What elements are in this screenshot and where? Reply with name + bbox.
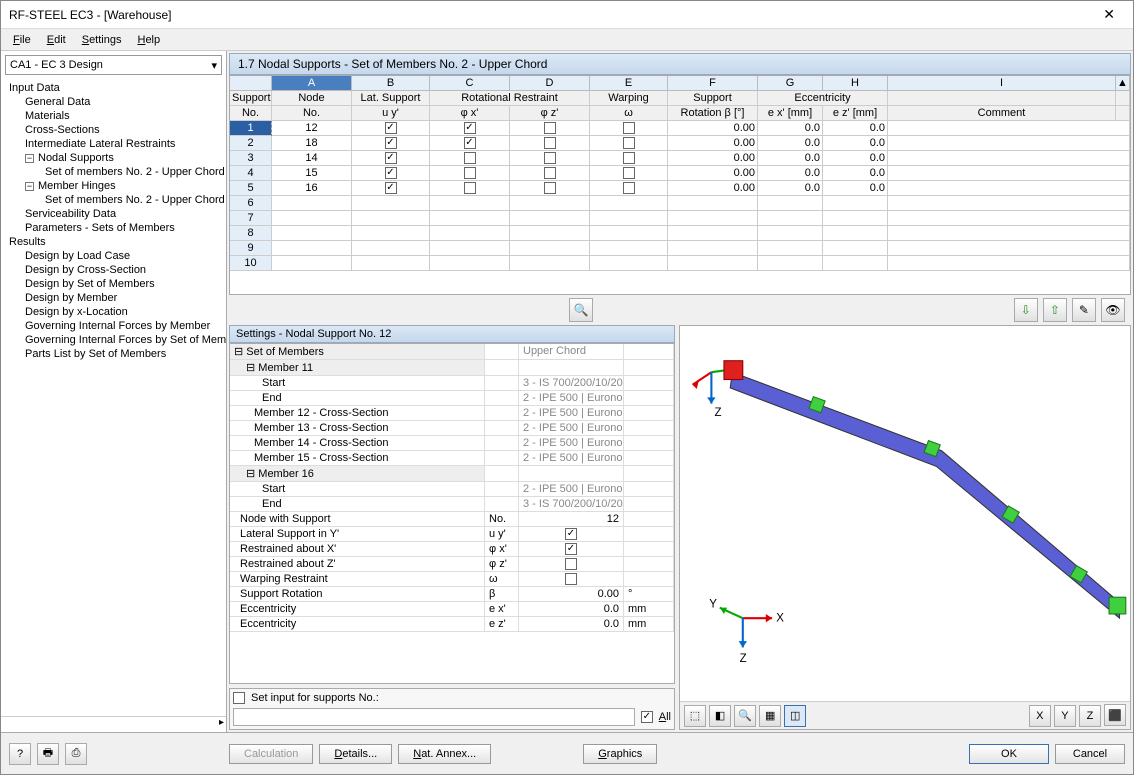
tree-item[interactable]: Cross-Sections (1, 123, 226, 137)
axis-z-icon[interactable]: Z (1079, 705, 1101, 727)
pick-icon[interactable]: 🔍 (569, 298, 593, 322)
tree-results[interactable]: Results (1, 235, 226, 249)
menu-settings[interactable]: Settings (74, 32, 130, 48)
viewer-canvas[interactable]: Z X Y (680, 326, 1130, 701)
iso-icon[interactable]: ⬛ (1104, 704, 1126, 726)
print-icon[interactable]: 🖶 (37, 743, 59, 765)
help-icon[interactable]: ? (9, 743, 31, 765)
titlebar: RF-STEEL EC3 - [Warehouse] ✕ (1, 1, 1133, 29)
settings-title: Settings - Nodal Support No. 12 (229, 325, 675, 343)
axis-y-icon[interactable]: Y (1054, 705, 1076, 727)
close-icon[interactable]: ✕ (1093, 6, 1125, 23)
grid-header-2: No.No.u y'φ x'φ z'ωRotation β [°]e x' [m… (230, 106, 1130, 121)
set-input-panel: Set input for supports No.: All (229, 688, 675, 730)
details-button[interactable]: Details... (319, 744, 392, 764)
nav-tree[interactable]: Input Data General Data Materials Cross-… (1, 79, 226, 716)
table-row[interactable]: 9 (230, 241, 1130, 256)
all-checkbox[interactable] (641, 711, 653, 723)
menu-edit[interactable]: Edit (39, 32, 74, 48)
table-row[interactable]: 2180.000.00.0 (230, 136, 1130, 151)
tree-nodal-supports[interactable]: −Nodal Supports (1, 151, 226, 165)
bottom-bar: ? 🖶 ⎙ Calculation Details... Nat. Annex.… (1, 732, 1133, 774)
property-grid[interactable]: ⊟ Set of MembersUpper Chord ⊟ Member 11 … (229, 343, 675, 684)
view-icon[interactable]: ▦ (759, 705, 781, 727)
filter-icon[interactable]: ✎ (1072, 298, 1096, 322)
tree-item[interactable]: Intermediate Lateral Restraints (1, 137, 226, 151)
graphics-button[interactable]: Graphics (583, 744, 657, 764)
table-row[interactable]: 5160.000.00.0 (230, 181, 1130, 196)
section-header: 1.7 Nodal Supports - Set of Members No. … (229, 53, 1131, 75)
axis-x-icon[interactable]: X (1029, 705, 1051, 727)
settings-panel: Settings - Nodal Support No. 12 ⊟ Set of… (229, 325, 675, 730)
viewer-panel: Z X Y (679, 325, 1131, 730)
grid-col-letters: ABCDEFGHI▲ (230, 76, 1130, 91)
tree-item[interactable]: Design by Cross-Section (1, 263, 226, 277)
table-row[interactable]: 8 (230, 226, 1130, 241)
case-combo[interactable]: CA1 - EC 3 Design ▾ (5, 55, 222, 75)
tree-item[interactable]: Governing Internal Forces by Set of Memb… (1, 333, 226, 347)
tree-item[interactable]: Parameters - Sets of Members (1, 221, 226, 235)
tree-item[interactable]: Design by Load Case (1, 249, 226, 263)
chevron-down-icon: ▾ (211, 59, 217, 72)
svg-text:Y: Y (709, 599, 717, 611)
export-icon[interactable]: ⎙ (65, 743, 87, 765)
set-input-checkbox[interactable] (233, 692, 245, 704)
tree-input-data[interactable]: Input Data (1, 81, 226, 95)
table-row[interactable]: 6 (230, 196, 1130, 211)
case-combo-value: CA1 - EC 3 Design (10, 59, 103, 71)
menu-help[interactable]: Help (129, 32, 168, 48)
tree-hinges-child[interactable]: Set of members No. 2 - Upper Chord (1, 193, 226, 207)
tree-item[interactable]: Design by Member (1, 291, 226, 305)
viewer-toolbar: ⬚ ◧ 🔍 ▦ ◫ X Y Z ⬛ (680, 701, 1130, 729)
excel-export-icon[interactable]: ⇩ (1014, 298, 1038, 322)
tree-item[interactable]: Serviceability Data (1, 207, 226, 221)
tree-item[interactable]: Design by x-Location (1, 305, 226, 319)
tree-item[interactable]: Parts List by Set of Members (1, 347, 226, 361)
table-row[interactable]: 1120.000.00.0 (230, 121, 1130, 136)
grid-toolbar: 🔍 ⇩ ⇧ ✎ 👁 (229, 297, 1131, 323)
excel-import-icon[interactable]: ⇧ (1043, 298, 1067, 322)
grid-header-1: SupportNodeLat. SupportRotational Restra… (230, 91, 1130, 106)
all-label: All (659, 711, 671, 723)
window-title: RF-STEEL EC3 - [Warehouse] (9, 8, 1093, 22)
svg-text:Z: Z (740, 653, 747, 665)
ok-button[interactable]: OK (969, 744, 1049, 764)
supports-grid[interactable]: ABCDEFGHI▲ SupportNodeLat. SupportRotati… (229, 75, 1131, 295)
tree-item[interactable]: Design by Set of Members (1, 277, 226, 291)
left-pane: CA1 - EC 3 Design ▾ Input Data General D… (1, 51, 227, 732)
set-input-field[interactable] (233, 708, 635, 726)
table-row[interactable]: 4150.000.00.0 (230, 166, 1130, 181)
tree-nodal-child[interactable]: Set of members No. 2 - Upper Chord (1, 165, 226, 179)
view-icon[interactable]: ◫ (784, 705, 806, 727)
table-row[interactable]: 10 (230, 256, 1130, 271)
right-pane: 1.7 Nodal Supports - Set of Members No. … (227, 51, 1133, 732)
tree-member-hinges[interactable]: −Member Hinges (1, 179, 226, 193)
svg-text:Z: Z (715, 407, 722, 419)
set-input-label: Set input for supports No.: (251, 692, 379, 704)
calculation-button[interactable]: Calculation (229, 744, 313, 764)
table-row[interactable]: 7 (230, 211, 1130, 226)
tree-item[interactable]: Governing Internal Forces by Member (1, 319, 226, 333)
menubar: File Edit Settings Help (1, 29, 1133, 51)
view-icon[interactable]: 👁 (1101, 298, 1125, 322)
svg-text:X: X (776, 612, 784, 624)
cancel-button[interactable]: Cancel (1055, 744, 1125, 764)
nat-annex-button[interactable]: Nat. Annex... (398, 744, 491, 764)
table-row[interactable]: 3140.000.00.0 (230, 151, 1130, 166)
tree-item[interactable]: General Data (1, 95, 226, 109)
menu-file[interactable]: File (5, 32, 39, 48)
view-icon[interactable]: ◧ (709, 705, 731, 727)
view-icon[interactable]: ⬚ (684, 705, 706, 727)
zoom-icon[interactable]: 🔍 (734, 705, 756, 727)
tree-item[interactable]: Materials (1, 109, 226, 123)
